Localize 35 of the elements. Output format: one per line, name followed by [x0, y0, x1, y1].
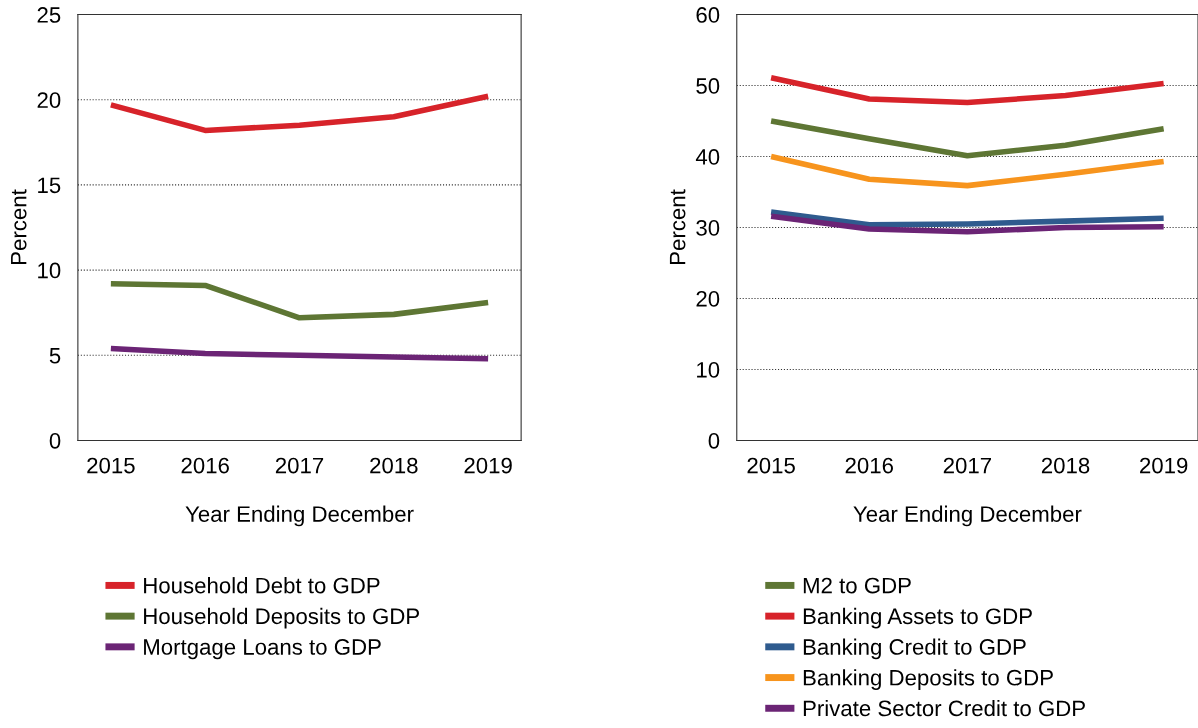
y-tick-label: 0 — [49, 432, 61, 449]
x-tick-label: 2018 — [1041, 457, 1090, 474]
legend-label: Household Debt to GDP — [144, 577, 380, 594]
x-tick-label: 2015 — [747, 457, 795, 474]
legend-label: Banking Credit to GDP — [803, 638, 1026, 660]
x-tick-label: 2016 — [845, 457, 893, 474]
y-tick-label: 5 — [49, 348, 61, 364]
y-tick-label: 10 — [38, 262, 61, 279]
y-axis-title: Percent — [669, 189, 686, 264]
legend-label: Household Deposits to GDP — [144, 607, 419, 629]
y-axis-title: Percent — [11, 189, 27, 264]
y-tick-label: 15 — [38, 177, 61, 194]
x-tick-label: 2018 — [370, 457, 418, 474]
y-tick-label: 60 — [696, 7, 720, 23]
y-tick-label: 25 — [37, 7, 61, 23]
legend-label: Banking Assets to GDP — [803, 607, 1032, 629]
x-axis-title: Year Ending December — [853, 505, 1082, 527]
y-tick-label: 50 — [696, 78, 720, 94]
y-tick-label: 0 — [708, 432, 720, 449]
y-tick-label: 20 — [696, 291, 720, 307]
y-tick-label: 40 — [695, 149, 720, 165]
x-tick-label: 2019 — [464, 457, 512, 474]
x-tick-label: 2019 — [1140, 457, 1188, 474]
y-tick-label: 10 — [697, 361, 720, 378]
x-tick-label: 2015 — [87, 457, 135, 474]
y-tick-label: 30 — [696, 220, 720, 236]
x-tick-label: 2016 — [181, 457, 229, 474]
legend-label: Banking Deposits to GDP — [803, 669, 1053, 690]
legend-label: Private Sector Credit to GDP — [803, 699, 1085, 717]
legend-label: M2 to GDP — [803, 577, 911, 594]
y-tick-label: 20 — [37, 92, 61, 109]
x-tick-label: 2017 — [275, 457, 324, 474]
legend-label: Mortgage Loans to GDP — [144, 639, 381, 660]
x-tick-label: 2017 — [943, 457, 991, 474]
x-axis-title: Year Ending December — [185, 505, 414, 527]
